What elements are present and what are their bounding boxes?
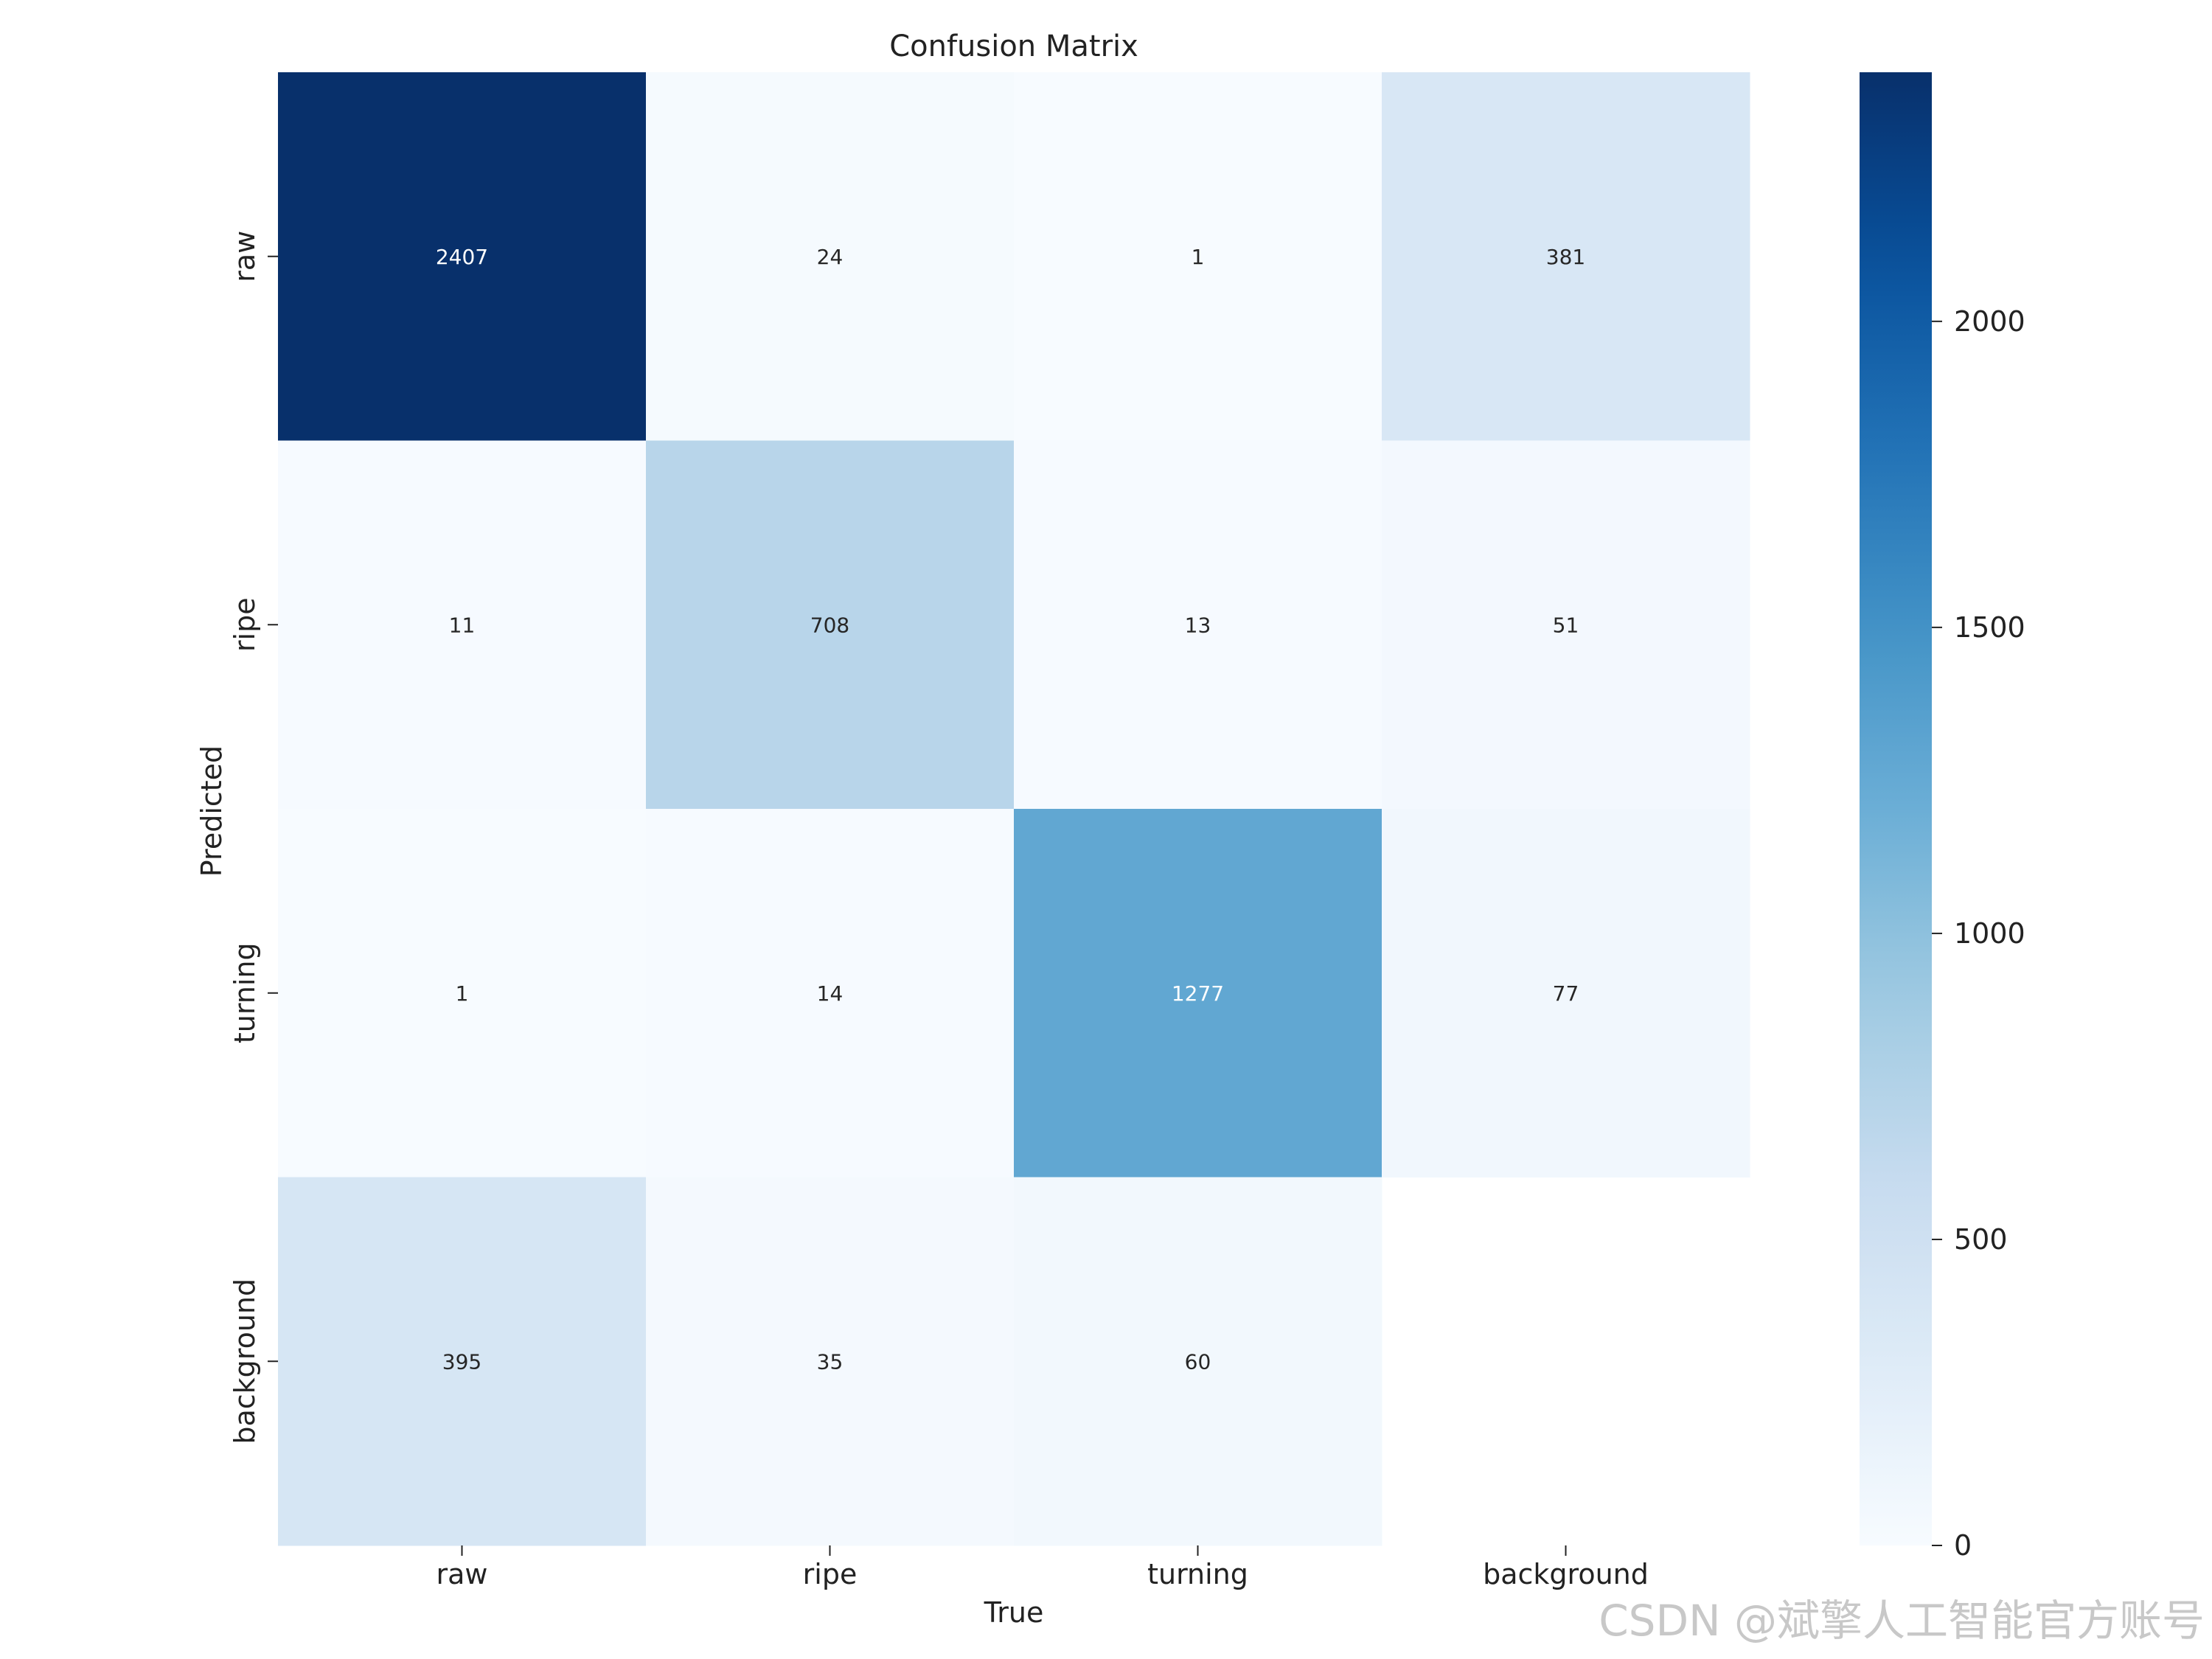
heatmap-cell: [646, 809, 1015, 1178]
heatmap-cell: [278, 72, 647, 441]
watermark-text: CSDN @斌擎人工智能官方账号: [1599, 1596, 2205, 1646]
heatmap-cell: [1382, 809, 1750, 1178]
heatmap-cell: [1382, 72, 1750, 441]
cell-value-label: 35: [817, 1349, 844, 1374]
x-tick-label: background: [1483, 1558, 1649, 1590]
heatmap-cell: [278, 809, 647, 1178]
x-tick-label: turning: [1147, 1558, 1248, 1590]
y-axis-label: Predicted: [195, 745, 228, 877]
x-axis: raw ripe turning background: [437, 1545, 1649, 1590]
colorbar: [1860, 72, 1932, 1545]
cell-value-label: 77: [1553, 981, 1579, 1006]
cell-value-label: 1: [1192, 245, 1205, 269]
cell-value-label: 708: [810, 613, 849, 637]
heatmap-cell: [646, 440, 1015, 810]
cell-value-label: 60: [1185, 1349, 1211, 1374]
colorbar-tick-label: 1500: [1954, 611, 2025, 644]
x-axis-label: True: [984, 1596, 1044, 1629]
chart-title: Confusion Matrix: [889, 29, 1138, 63]
colorbar-tick-label: 0: [1954, 1529, 1972, 1562]
cell-value-label: 395: [442, 1349, 481, 1374]
y-tick-label: background: [229, 1279, 261, 1444]
cell-value-label: 381: [1546, 245, 1585, 269]
heatmap-cell: [1382, 440, 1750, 810]
heatmap-cell: [646, 72, 1015, 441]
cell-value-label: 13: [1185, 613, 1211, 637]
heatmap-cell: [1014, 72, 1382, 441]
colorbar-tick-label: 500: [1954, 1223, 2008, 1256]
x-tick-label: ripe: [803, 1558, 858, 1590]
y-tick-label: raw: [229, 231, 261, 282]
y-tick-label: turning: [229, 942, 261, 1043]
cell-value-label: 1277: [1172, 981, 1224, 1006]
heatmap-cell: [646, 1177, 1015, 1546]
cell-value-label: 11: [449, 613, 476, 637]
cell-value-label: 2407: [436, 245, 488, 269]
cell-value-label: 51: [1553, 613, 1579, 637]
cell-value-label: 14: [817, 981, 844, 1006]
colorbar-tick-label: 1000: [1954, 917, 2025, 950]
heatmap-cell-labels: 2407 24 1 381 11 708 13 51 1 14 1277 77 395 35 60: [436, 245, 1585, 1374]
heatmap-cell: [1014, 440, 1382, 810]
heatmap-cell: [1014, 809, 1382, 1178]
cell-value-label: 1: [456, 981, 469, 1006]
colorbar-tick-label: 2000: [1954, 305, 2025, 338]
heatmap-cell: [278, 1177, 647, 1546]
colorbar-ticks: 0 500 1000 1500 2000: [1932, 305, 2025, 1562]
x-tick-label: raw: [437, 1558, 488, 1590]
heatmap-cells: [278, 72, 1750, 1546]
heatmap-cell: [1014, 1177, 1382, 1546]
heatmap-cell: [278, 440, 647, 810]
cell-value-label: 24: [817, 245, 844, 269]
y-tick-label: ripe: [229, 597, 261, 652]
y-axis: raw ripe turning background: [229, 231, 278, 1444]
